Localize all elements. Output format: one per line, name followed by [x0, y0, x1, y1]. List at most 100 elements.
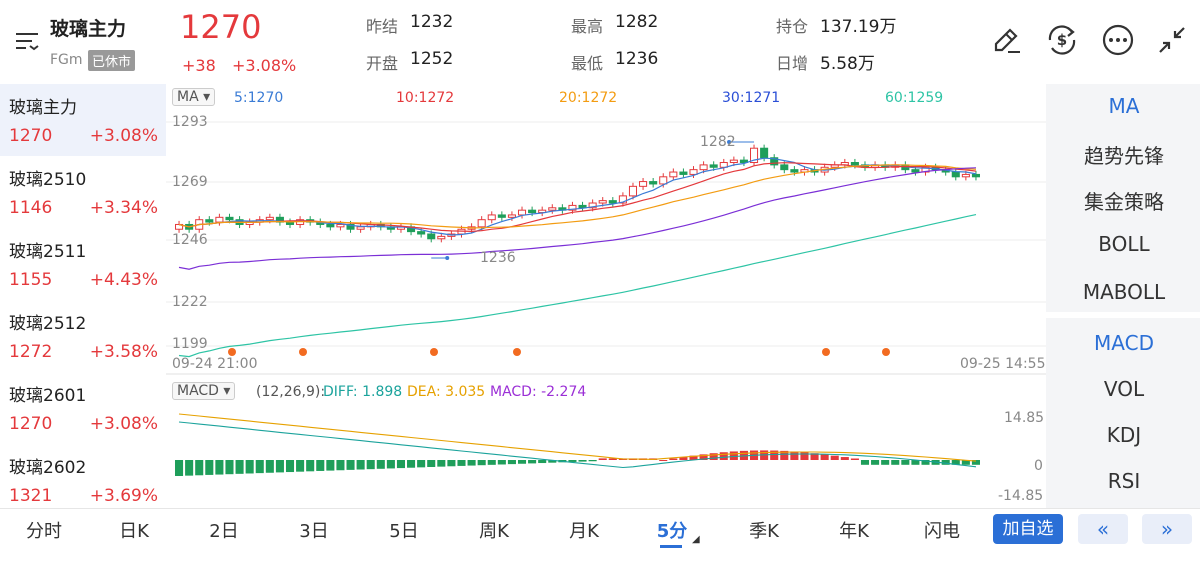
- indicator-ma[interactable]: MA: [1108, 94, 1140, 118]
- tab-flash[interactable]: 闪电: [924, 521, 960, 542]
- indicator-kdj[interactable]: KDJ: [1106, 423, 1142, 447]
- contract-name: 玻璃2511: [9, 242, 87, 262]
- tab-week[interactable]: 周K: [479, 521, 509, 542]
- status-badge: 已休市: [88, 50, 136, 71]
- macd-bar: [951, 460, 960, 465]
- candle: [649, 181, 658, 185]
- next-button[interactable]: »: [1142, 514, 1192, 544]
- macd-bar: [427, 460, 436, 467]
- macd-indicator-select[interactable]: MACD ▾: [172, 382, 236, 400]
- indicator-macd[interactable]: MACD: [1094, 331, 1154, 355]
- low-dot: [445, 256, 450, 260]
- macd-bar: [417, 460, 426, 468]
- macd-bar: [447, 460, 456, 467]
- macd-bar: [871, 460, 880, 465]
- macd-bar: [911, 460, 920, 465]
- macd-bar: [941, 460, 950, 465]
- contract-item[interactable]: 玻璃2601 1270 +3.08%: [0, 372, 166, 444]
- contract-item[interactable]: 玻璃主力 1270 +3.08%: [0, 84, 166, 156]
- contract-change: +4.43%: [89, 270, 158, 290]
- macd-bar: [850, 458, 859, 460]
- macd-value: MACD: -2.274: [490, 384, 587, 400]
- tab-timeshare[interactable]: 分时: [26, 521, 62, 542]
- macd-bar: [780, 450, 789, 460]
- macd-bar: [477, 460, 486, 466]
- currency-swap-icon[interactable]: $: [1044, 22, 1080, 58]
- tab-dropdown-icon[interactable]: ◢: [692, 534, 700, 545]
- macd-bar: [608, 458, 617, 460]
- candle: [598, 200, 607, 204]
- add-watchlist-button[interactable]: 加自选: [993, 514, 1063, 544]
- macd-bar: [770, 450, 779, 460]
- candle: [669, 171, 678, 178]
- tab-5day[interactable]: 5日: [389, 521, 419, 542]
- macd-bar: [810, 453, 819, 460]
- indicator-trend[interactable]: 趋势先锋: [1084, 144, 1164, 168]
- contract-price: 1155: [9, 270, 53, 290]
- candle: [487, 214, 496, 221]
- candle: [618, 195, 627, 204]
- candle: [507, 214, 516, 218]
- macd-dea: DEA: 3.035: [407, 384, 486, 400]
- contract-price: 1321: [9, 486, 53, 506]
- indicator-boll[interactable]: BOLL: [1098, 232, 1150, 256]
- prev-button[interactable]: «: [1078, 514, 1128, 544]
- contract-name: 玻璃2510: [9, 170, 87, 190]
- candle: [739, 159, 748, 164]
- ma10-line: [178, 162, 977, 233]
- macd-bar: [790, 451, 799, 460]
- chart-area[interactable]: MA ▾ 5:1270 10:1272 20:1272 30:1271 60:1…: [166, 84, 1046, 510]
- macd-bar: [296, 460, 305, 472]
- high-dot: [727, 140, 732, 144]
- collapse-icon[interactable]: [1154, 22, 1190, 58]
- ma60-label: 60:1259: [885, 90, 944, 106]
- draw-pen-icon[interactable]: [988, 22, 1024, 58]
- macd-bar: [830, 455, 839, 460]
- high-value: 1282: [615, 12, 659, 32]
- candle: [689, 169, 698, 175]
- more-options-icon[interactable]: [1100, 22, 1136, 58]
- kline-chart[interactable]: [166, 84, 1046, 510]
- macd-bar: [881, 460, 890, 465]
- tab-year[interactable]: 年K: [839, 521, 869, 542]
- indicator-rsi[interactable]: RSI: [1107, 469, 1141, 493]
- macd-bar: [860, 460, 870, 465]
- tab-quarter[interactable]: 季K: [749, 521, 779, 542]
- indicator-maboll[interactable]: MABOLL: [1082, 280, 1166, 304]
- event-dot: [822, 348, 830, 356]
- tab-2day[interactable]: 2日: [209, 521, 239, 542]
- macd-bar: [306, 460, 315, 472]
- candle: [346, 223, 355, 230]
- macd-bar: [598, 458, 607, 460]
- menu-icon[interactable]: [14, 30, 40, 52]
- macd-bar: [356, 460, 365, 470]
- contract-item[interactable]: 玻璃2511 1155 +4.43%: [0, 228, 166, 300]
- tab-month[interactable]: 月K: [569, 521, 599, 542]
- tab-3day[interactable]: 3日: [299, 521, 329, 542]
- indicator-strategy[interactable]: 集金策略: [1084, 190, 1164, 214]
- macd-bar: [840, 457, 849, 460]
- macd-bar: [386, 460, 395, 469]
- tab-day[interactable]: 日K: [119, 521, 149, 542]
- candle: [961, 173, 970, 178]
- low-label: 最低: [571, 54, 604, 73]
- macd-bar: [396, 460, 406, 469]
- ma30-label: 30:1271: [722, 90, 781, 106]
- dea-line: [178, 413, 977, 462]
- contract-change: +3.58%: [89, 342, 158, 362]
- macd-bar: [961, 460, 970, 465]
- macd-bar: [225, 460, 234, 475]
- candle: [709, 164, 718, 168]
- contract-item[interactable]: 玻璃2602 1321 +3.69%: [0, 444, 166, 510]
- macd-bar: [245, 460, 254, 474]
- contract-change: +3.34%: [89, 198, 158, 218]
- macd-bar: [265, 460, 274, 473]
- tab-5min[interactable]: 5分: [656, 521, 688, 542]
- indicator-vol[interactable]: VOL: [1103, 377, 1145, 401]
- low-value: 1236: [615, 49, 659, 69]
- ma-indicator-select[interactable]: MA ▾: [172, 88, 216, 106]
- contract-item[interactable]: 玻璃2512 1272 +3.58%: [0, 300, 166, 372]
- start-time: 09-24 21:00: [172, 356, 258, 372]
- contract-item[interactable]: 玻璃2510 1146 +3.34%: [0, 156, 166, 228]
- high-marker: 1282: [700, 134, 736, 150]
